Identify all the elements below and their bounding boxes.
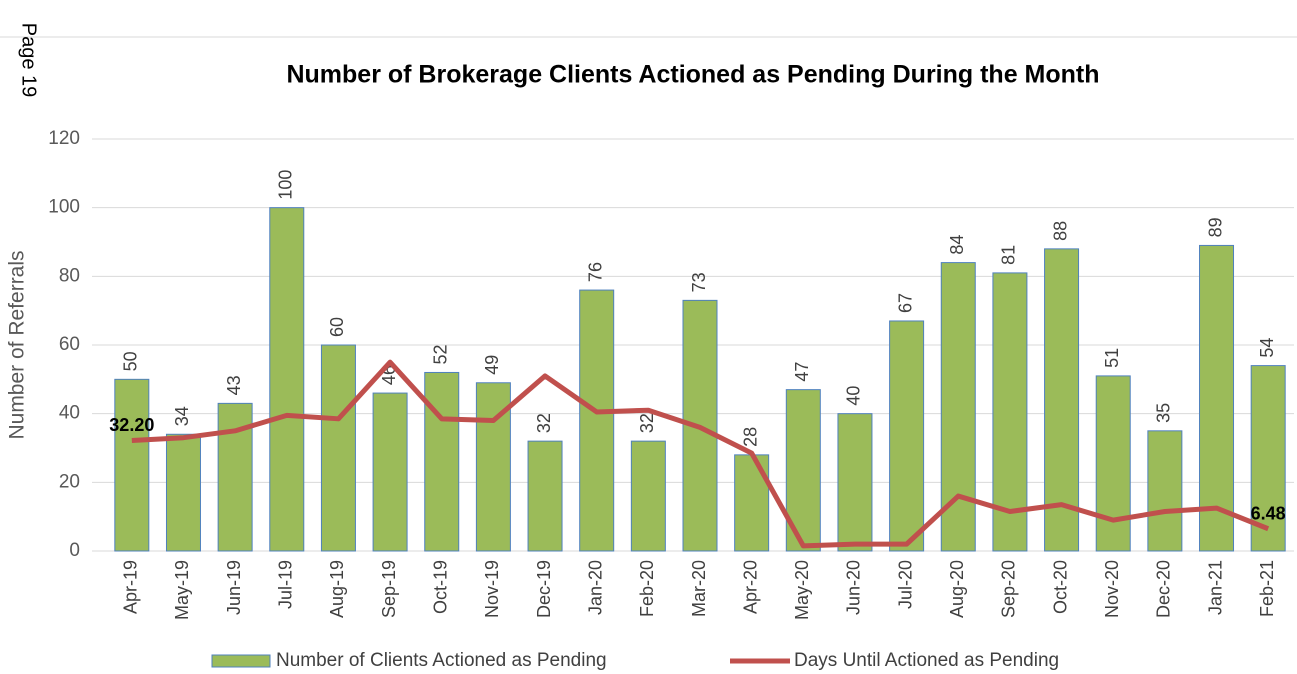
bar-value-label: 47 <box>792 362 812 382</box>
bar <box>372 392 408 552</box>
bar-value-label: 89 <box>1205 217 1225 237</box>
bar-value-label: 84 <box>947 235 967 255</box>
bar-value-label: 40 <box>844 386 864 406</box>
y-tick-label: 120 <box>48 128 80 149</box>
x-tick-label: Jul-20 <box>895 560 915 609</box>
x-tick-label: Sep-20 <box>999 560 1019 618</box>
x-tick-label: Aug-20 <box>947 560 967 618</box>
bar-value-label: 51 <box>1102 348 1122 368</box>
y-tick-label: 0 <box>69 540 80 561</box>
bar <box>1095 375 1131 552</box>
x-tick-label: Jul-19 <box>276 560 296 609</box>
bar-value-label: 54 <box>1257 338 1277 358</box>
x-tick-label: May-19 <box>172 560 192 620</box>
x-tick-label: Nov-19 <box>482 560 502 618</box>
bar <box>527 440 563 552</box>
bar-value-label: 100 <box>276 170 296 200</box>
bar <box>992 272 1028 552</box>
bar <box>1147 430 1183 552</box>
x-tick-label: Oct-20 <box>1050 560 1070 614</box>
page-label: Page 19 <box>18 23 40 98</box>
bar <box>1250 365 1286 552</box>
bar-value-label: 32 <box>637 413 657 433</box>
y-tick-label: 100 <box>48 197 80 218</box>
bar-value-label: 50 <box>121 351 141 371</box>
bar <box>269 207 305 552</box>
bar <box>734 454 770 552</box>
legend-label: Days Until Actioned as Pending <box>794 650 1059 671</box>
x-tick-label: Feb-21 <box>1257 560 1277 617</box>
bar-value-label: 28 <box>740 427 760 447</box>
chart-title: Number of Brokerage Clients Actioned as … <box>286 61 1099 89</box>
x-tick-label: Sep-19 <box>379 560 399 618</box>
bar <box>424 371 460 552</box>
bar-value-label: 76 <box>585 262 605 282</box>
x-tick-label: Jan-20 <box>585 560 605 615</box>
bar-value-label: 81 <box>999 245 1019 265</box>
bar <box>579 289 615 552</box>
bar-value-label: 73 <box>689 272 709 292</box>
bar-value-label: 49 <box>482 355 502 375</box>
bar-value-label: 52 <box>430 344 450 364</box>
x-tick-label: Jun-19 <box>224 560 244 615</box>
y-tick-label: 60 <box>59 334 80 355</box>
bar-value-label: 88 <box>1050 221 1070 241</box>
x-tick-label: Mar-20 <box>689 560 709 617</box>
legend-swatch <box>211 654 271 668</box>
bar <box>320 344 356 552</box>
bar <box>114 378 150 552</box>
bar-value-label: 34 <box>172 406 192 426</box>
bar-value-label: 32 <box>534 413 554 433</box>
bar <box>940 262 976 552</box>
x-tick-label: Jan-21 <box>1205 560 1225 615</box>
x-tick-label: Oct-19 <box>430 560 450 614</box>
line-value-label: 6.48 <box>1251 504 1286 524</box>
y-tick-label: 80 <box>59 265 80 286</box>
x-tick-label: Aug-19 <box>327 560 347 618</box>
bar <box>630 440 666 552</box>
bar <box>1199 244 1235 552</box>
line-value-label: 32.20 <box>109 415 154 435</box>
x-tick-label: Dec-20 <box>1154 560 1174 618</box>
x-tick-label: Apr-19 <box>121 560 141 614</box>
x-tick-label: Jun-20 <box>844 560 864 615</box>
bar-value-label: 35 <box>1154 403 1174 423</box>
bar-value-label: 60 <box>327 317 347 337</box>
x-tick-label: Apr-20 <box>740 560 760 614</box>
bar <box>165 433 201 552</box>
legend-label: Number of Clients Actioned as Pending <box>276 650 607 671</box>
y-axis-title: Number of Referrals <box>6 250 29 439</box>
bar-value-label: 67 <box>895 293 915 313</box>
y-tick-label: 40 <box>59 403 80 424</box>
bar <box>1044 248 1080 552</box>
bar <box>889 320 925 552</box>
x-tick-label: Dec-19 <box>534 560 554 618</box>
y-tick-label: 20 <box>59 471 80 492</box>
line <box>131 359 1270 549</box>
x-tick-label: Nov-20 <box>1102 560 1122 618</box>
x-tick-label: May-20 <box>792 560 812 620</box>
bar <box>837 413 873 552</box>
bar-value-label: 43 <box>224 375 244 395</box>
x-tick-label: Feb-20 <box>637 560 657 617</box>
